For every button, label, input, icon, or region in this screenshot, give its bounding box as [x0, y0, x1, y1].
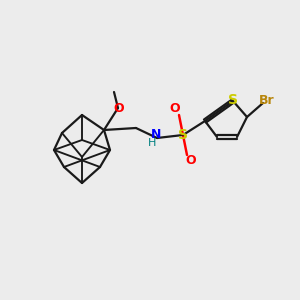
Text: S: S — [228, 93, 238, 107]
Text: O: O — [186, 154, 196, 167]
Text: H: H — [148, 138, 156, 148]
Text: S: S — [178, 128, 188, 142]
Text: O: O — [170, 103, 180, 116]
Text: Br: Br — [259, 94, 275, 107]
Text: N: N — [151, 128, 161, 142]
Text: O: O — [114, 101, 124, 115]
